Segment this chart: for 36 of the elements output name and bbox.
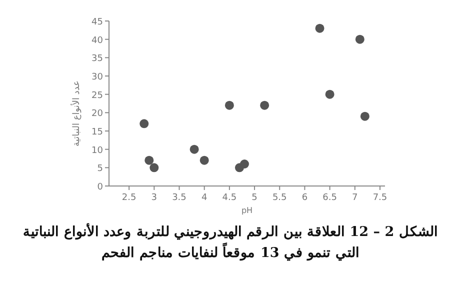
x-tick-label: 7 xyxy=(352,193,358,203)
point xyxy=(150,163,159,172)
x-tick-label: 4.5 xyxy=(222,193,237,203)
point xyxy=(315,24,324,33)
x-axis-title: pH xyxy=(241,206,253,215)
x-tick-label: 5 xyxy=(252,193,258,203)
y-tick-label: 25 xyxy=(92,90,103,101)
point xyxy=(190,144,199,154)
y-tick-label: 30 xyxy=(92,72,104,82)
point xyxy=(355,34,364,44)
x-tick-label: 6.5 xyxy=(322,193,337,203)
y-tick-label: 0 xyxy=(97,182,104,192)
y-tick-label: 35 xyxy=(92,54,103,64)
y-tick-label: 20 xyxy=(92,109,104,120)
x-tick-label: 6 xyxy=(302,193,308,203)
y-tick-label: 45 xyxy=(92,18,103,28)
x-tick-label: 3.5 xyxy=(172,193,186,203)
point xyxy=(140,119,149,128)
point xyxy=(144,156,154,165)
x-tick-label: 7.5 xyxy=(372,193,388,203)
x-tick-label: 4 xyxy=(201,193,208,203)
point xyxy=(200,156,209,165)
point xyxy=(260,100,270,110)
point xyxy=(224,100,234,110)
point xyxy=(240,160,249,168)
x-tick-label: 5.5 xyxy=(272,193,287,203)
y-axis-title: عدد الأنواع النباتية xyxy=(70,80,82,146)
text: الشكل 2 – 12 العلاقة بين الرقم الهيدروجيني للتربة وعدد الأنواع النباتية التي تنمو في 13 موقعاً لنفايات مناجم الفحم xyxy=(22,222,439,263)
x-tick-label: 2.5 xyxy=(122,193,136,203)
y-tick-label: 40 xyxy=(92,36,104,46)
point xyxy=(325,90,334,99)
x-tick-label: 3 xyxy=(151,193,158,203)
y-tick-label: 5 xyxy=(97,164,103,174)
y-tick-label: 10 xyxy=(92,146,104,156)
point xyxy=(360,112,370,121)
y-tick-label: 15 xyxy=(92,128,103,138)
